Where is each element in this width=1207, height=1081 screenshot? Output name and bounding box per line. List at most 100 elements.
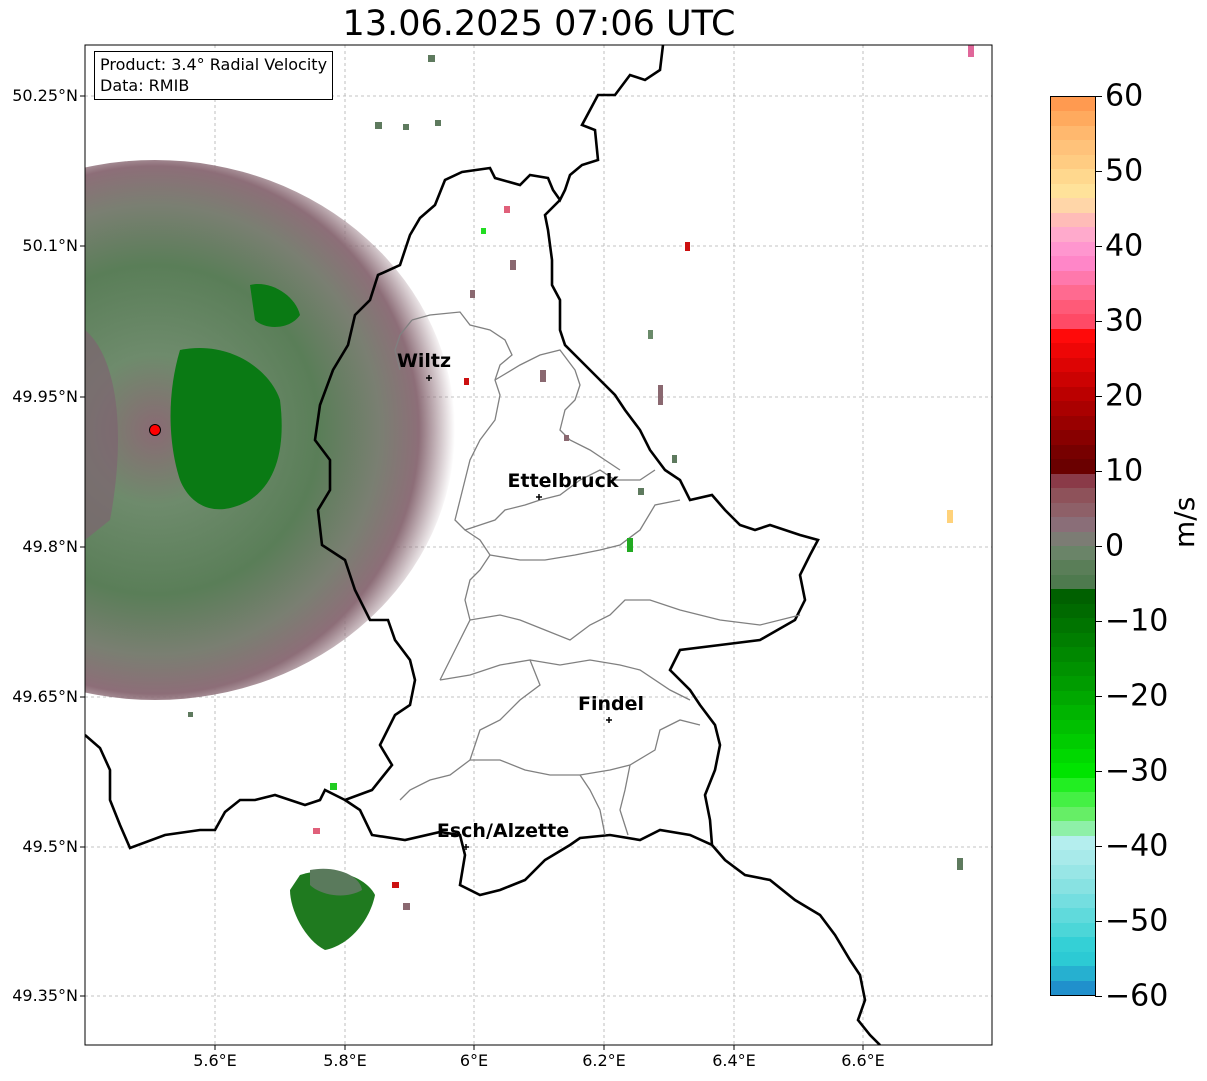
y-tick-label: 49.65°N: [12, 687, 78, 706]
colorbar-band: [1051, 821, 1095, 837]
colorbar-band: [1051, 908, 1095, 924]
tick-marks: [80, 95, 864, 1050]
colorbar-tick-label: 10: [1105, 453, 1144, 489]
colorbar-band: [1051, 980, 1095, 995]
y-tick-label: 50.25°N: [12, 86, 78, 105]
colorbar-band: [1051, 705, 1095, 721]
map-title: 13.06.2025 07:06 UTC: [342, 4, 736, 44]
x-tick-label: 6.4°E: [712, 1051, 756, 1070]
colorbar-band: [1051, 169, 1095, 185]
colorbar-band: [1051, 328, 1095, 344]
colorbar-band: [1051, 285, 1095, 301]
colorbar-tick-mark: [1095, 471, 1102, 472]
colorbar-band: [1051, 430, 1095, 446]
colorbar-band: [1051, 690, 1095, 706]
colorbar-band: [1051, 444, 1095, 460]
colorbar-band: [1051, 879, 1095, 895]
colorbar-band: [1051, 806, 1095, 822]
colorbar-band: [1051, 560, 1095, 576]
x-tick-label: 5.8°E: [323, 1051, 367, 1070]
data-source-label: Data: RMIB: [100, 76, 190, 95]
colorbar-tick-label: −20: [1105, 678, 1169, 714]
colorbar-band: [1051, 227, 1095, 243]
colorbar-band: [1051, 937, 1095, 953]
colorbar-tick-mark: [1095, 846, 1102, 847]
colorbar-band: [1051, 372, 1095, 388]
colorbar-band: [1051, 111, 1095, 127]
y-tick-label: 49.5°N: [22, 837, 78, 856]
colorbar-band: [1051, 763, 1095, 779]
colorbar-band: [1051, 618, 1095, 634]
x-tick-label: 6°E: [459, 1051, 489, 1070]
colorbar-band: [1051, 574, 1095, 591]
colorbar-tick-mark: [1095, 621, 1102, 622]
colorbar-band: [1051, 676, 1095, 692]
city-label-esch: Esch/Alzette: [436, 820, 570, 842]
colorbar-tick-mark: [1095, 321, 1102, 322]
product-label: Product: 3.4° Radial Velocity: [100, 55, 328, 74]
colorbar-band: [1051, 589, 1095, 605]
colorbar-band: [1051, 97, 1095, 113]
colorbar-band: [1051, 415, 1095, 431]
city-label-findel: Findel: [577, 693, 645, 715]
colorbar-band: [1051, 473, 1095, 489]
colorbar-band: [1051, 198, 1095, 214]
colorbar-band: [1051, 488, 1095, 504]
colorbar-tick-mark: [1095, 246, 1102, 247]
colorbar-band: [1051, 531, 1095, 547]
y-tick-label: 49.95°N: [12, 387, 78, 406]
colorbar-band: [1051, 357, 1095, 373]
colorbar-band: [1051, 951, 1095, 967]
colorbar-band: [1051, 314, 1095, 330]
colorbar-band: [1051, 792, 1095, 808]
colorbar-band: [1051, 401, 1095, 417]
colorbar-tick-mark: [1095, 171, 1102, 172]
colorbar-tick-mark: [1095, 696, 1102, 697]
y-tick-label: 50.1°N: [22, 236, 78, 255]
colorbar-band: [1051, 893, 1095, 909]
colorbar-band: [1051, 154, 1095, 171]
radar-site-marker: [149, 424, 161, 436]
colorbar-band: [1051, 343, 1095, 359]
colorbar-band: [1051, 517, 1095, 533]
radar-speckles: [188, 45, 974, 910]
colorbar-band: [1051, 966, 1095, 982]
colorbar-band: [1051, 502, 1095, 518]
colorbar-tick-mark: [1095, 996, 1102, 997]
colorbar-tick-label: 60: [1105, 78, 1144, 114]
colorbar-band: [1051, 241, 1095, 257]
colorbar-tick-label: −50: [1105, 903, 1169, 939]
colorbar-band: [1051, 734, 1095, 750]
city-markers: [426, 375, 612, 850]
colorbar-band: [1051, 748, 1095, 764]
canton-borders: [394, 311, 801, 836]
radar-echo-field: [85, 160, 455, 950]
colorbar-tick-label: −10: [1105, 603, 1169, 639]
colorbar-tick-label: 30: [1105, 303, 1144, 339]
city-label-wiltz: Wiltz: [396, 350, 452, 372]
colorbar-unit-label: m/s: [1168, 496, 1201, 548]
colorbar-tick-label: 40: [1105, 228, 1144, 264]
velocity-colorbar: [1050, 96, 1096, 996]
colorbar-tick-label: 20: [1105, 378, 1144, 414]
colorbar-tick-label: −40: [1105, 828, 1169, 864]
colorbar-band: [1051, 386, 1095, 402]
colorbar-tick-label: −60: [1105, 978, 1169, 1014]
colorbar-band: [1051, 212, 1095, 228]
colorbar-band: [1051, 125, 1095, 142]
axes-frame: [84, 44, 993, 1046]
colorbar-band: [1051, 661, 1095, 677]
colorbar-band: [1051, 777, 1095, 793]
x-tick-label: 6.6°E: [841, 1051, 885, 1070]
colorbar-band: [1051, 256, 1095, 272]
colorbar-band: [1051, 140, 1095, 156]
colorbar-band: [1051, 183, 1095, 199]
colorbar-band: [1051, 546, 1095, 562]
colorbar-tick-mark: [1095, 921, 1102, 922]
colorbar-band: [1051, 850, 1095, 866]
colorbar-band: [1051, 299, 1095, 315]
product-info-box: Product: 3.4° Radial Velocity Data: RMIB: [94, 51, 334, 100]
colorbar-band: [1051, 719, 1095, 735]
colorbar-band: [1051, 922, 1095, 938]
country-border-moselle: [543, 199, 820, 846]
